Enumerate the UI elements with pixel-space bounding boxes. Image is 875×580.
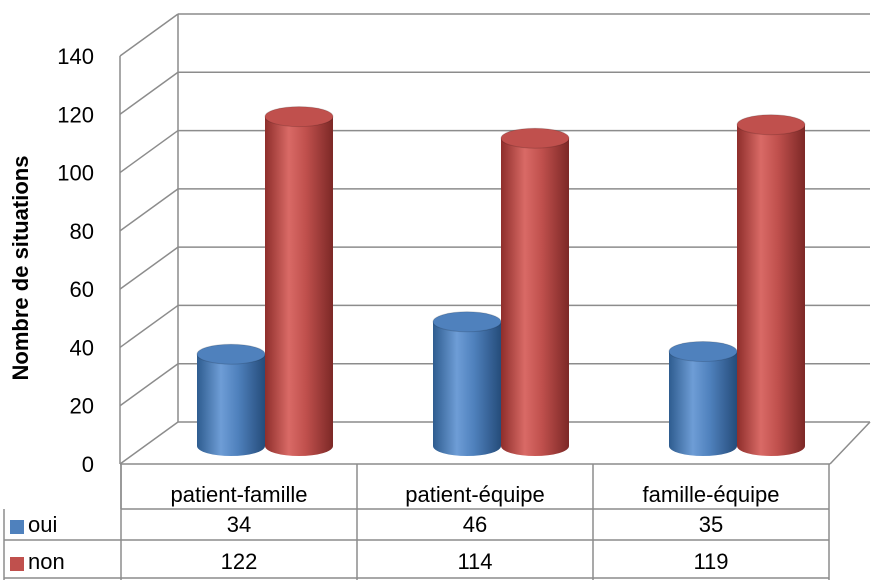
table-cell: 34 [227, 512, 251, 537]
y-tick-label: 20 [70, 394, 94, 419]
bar-top [668, 341, 738, 362]
legend-label-oui: oui [28, 512, 57, 537]
bar-top [500, 127, 570, 149]
gridline-diagonal [119, 13, 179, 57]
gridline-diagonal [119, 246, 179, 290]
gridline-diagonal [119, 129, 179, 174]
bar-oui [196, 343, 266, 456]
bar-top [432, 311, 502, 333]
gridline-diagonal [119, 71, 179, 115]
bars [196, 106, 806, 456]
legend-swatch-oui [10, 520, 24, 534]
y-tick-label: 140 [57, 44, 94, 69]
bar-oui [668, 341, 738, 456]
bar-non [736, 114, 806, 456]
bar-non [500, 127, 570, 456]
table-cell: 122 [221, 549, 258, 574]
category-label: famille-équipe [643, 482, 780, 507]
data-table: patient-famille patient-équipe famille-équ… [3, 464, 830, 580]
legend-label-non: non [28, 549, 65, 574]
bar-body [197, 354, 265, 456]
bar-body [265, 116, 333, 456]
y-tick-label: 0 [82, 452, 94, 477]
table-cell: 114 [457, 549, 492, 574]
legend-swatch-non [10, 557, 24, 571]
gridline-diagonal [119, 188, 179, 232]
y-tick-label: 120 [57, 102, 94, 127]
floor-right-edge [829, 421, 871, 465]
bar-body [501, 138, 569, 456]
bar-top [736, 114, 806, 136]
y-tick-label: 60 [70, 277, 94, 302]
y-axis-label: Nombre de situations [8, 156, 33, 381]
y-axis: 0 20 40 60 80 100 120 140 [57, 44, 94, 477]
y-tick-label: 80 [70, 219, 94, 244]
bar-top [264, 106, 334, 128]
bar-top [196, 343, 266, 365]
bar-body [737, 124, 805, 456]
bar-non [264, 106, 334, 456]
gridline-diagonal [119, 304, 179, 349]
bar-oui [432, 311, 502, 456]
bar-body [669, 351, 737, 456]
table-cell: 119 [693, 549, 728, 574]
bar-body [433, 321, 501, 456]
category-label: patient-équipe [405, 482, 544, 507]
gridline-diagonal [119, 363, 179, 407]
category-label: patient-famille [171, 482, 308, 507]
y-tick-label: 40 [70, 335, 94, 360]
table-cell: 46 [463, 512, 487, 537]
gridline-diagonal [119, 421, 179, 465]
y-tick-label: 100 [57, 161, 94, 186]
table-cell: 35 [699, 512, 723, 537]
